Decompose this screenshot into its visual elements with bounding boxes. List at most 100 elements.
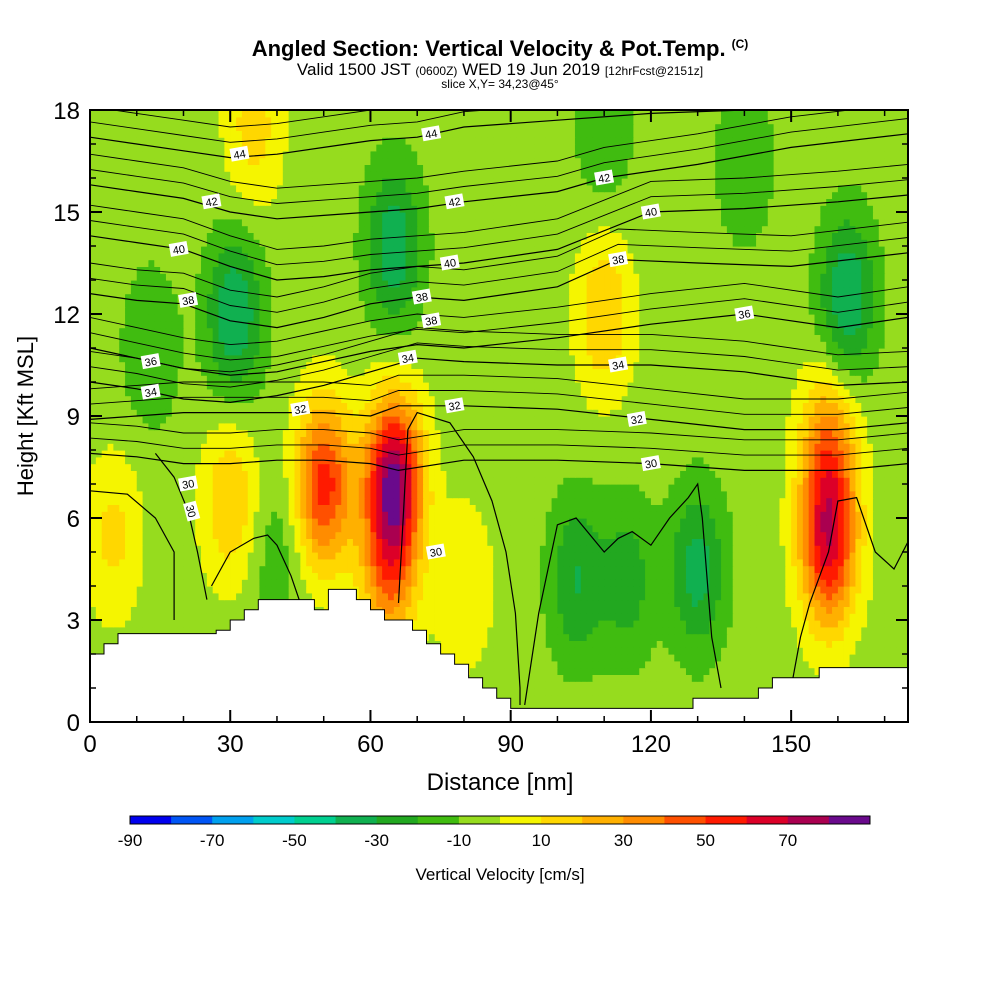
velocity-cell [615, 674, 623, 682]
velocity-cell [481, 504, 488, 512]
velocity-cell [218, 552, 225, 560]
velocity-cell [744, 640, 751, 648]
velocity-cell [393, 538, 401, 546]
velocity-cell [411, 565, 418, 573]
velocity-cell [148, 484, 155, 492]
velocity-cell [230, 565, 237, 573]
velocity-cell [201, 592, 208, 601]
velocity-cell [206, 626, 214, 635]
velocity-cell [218, 579, 225, 587]
velocity-cell [195, 572, 202, 580]
velocity-cell [779, 572, 786, 580]
velocity-cell [668, 599, 675, 607]
velocity-cell [896, 538, 903, 546]
velocity-cell [569, 674, 576, 682]
velocity-cell [358, 490, 366, 499]
velocity-cell [703, 606, 710, 614]
velocity-cell [639, 633, 646, 641]
velocity-cell [329, 477, 336, 485]
velocity-cell [125, 552, 132, 560]
velocity-cell [405, 552, 412, 560]
velocity-cell [434, 524, 442, 533]
velocity-cell [125, 484, 132, 492]
velocity-cell [201, 579, 208, 587]
velocity-cell [458, 626, 465, 635]
velocity-cell [592, 477, 599, 485]
velocity-cell [796, 490, 804, 499]
velocity-cell [136, 613, 144, 621]
velocity-cell [855, 586, 862, 594]
velocity-cell [574, 660, 582, 669]
velocity-cell [411, 538, 418, 546]
velocity-cell [586, 579, 594, 587]
velocity-cell [820, 565, 827, 573]
velocity-cell [773, 545, 781, 553]
velocity-cell [569, 558, 576, 567]
velocity-cell [615, 640, 623, 648]
velocity-cell [306, 565, 313, 573]
velocity-cell [580, 660, 588, 669]
velocity-cell [475, 477, 483, 485]
velocity-cell [761, 620, 769, 628]
velocity-cell [189, 490, 196, 499]
velocity-cell [849, 552, 857, 560]
velocity-cell [796, 497, 804, 505]
velocity-cell [680, 640, 687, 648]
velocity-cell [417, 586, 424, 594]
velocity-cell [130, 552, 138, 560]
velocity-cell [867, 647, 874, 655]
velocity-cell [475, 613, 483, 621]
velocity-cell [463, 538, 471, 546]
velocity-cell [107, 592, 114, 601]
velocity-cell [101, 620, 109, 628]
velocity-cell [101, 633, 109, 641]
velocity-cell [528, 613, 535, 621]
velocity-cell [574, 647, 582, 655]
velocity-cell [598, 633, 605, 641]
velocity-cell [615, 660, 623, 669]
velocity-cell [791, 620, 798, 628]
velocity-cell [469, 592, 477, 601]
velocity-cell [580, 613, 588, 621]
velocity-cell [376, 524, 383, 533]
velocity-cell [650, 565, 658, 573]
velocity-cell [224, 490, 231, 499]
velocity-cell [849, 572, 857, 580]
velocity-cell [814, 640, 821, 648]
velocity-cell [598, 586, 605, 594]
velocity-cell [271, 558, 278, 567]
velocity-cell [481, 484, 488, 492]
velocity-cell [312, 484, 319, 492]
velocity-cell [843, 626, 851, 635]
velocity-cell [90, 538, 97, 546]
velocity-cell [282, 545, 290, 553]
velocity-cell [563, 592, 570, 601]
velocity-cell [399, 565, 407, 573]
velocity-cell [802, 620, 810, 628]
velocity-cell [680, 633, 687, 641]
velocity-cell [668, 586, 675, 594]
velocity-cell [756, 660, 763, 669]
velocity-cell [855, 647, 862, 655]
velocity-cell [300, 497, 307, 505]
velocity-cell [878, 558, 886, 567]
velocity-cell [878, 511, 886, 519]
velocity-cell [738, 538, 745, 546]
velocity-cell [107, 586, 114, 594]
velocity-cell [832, 626, 839, 635]
velocity-cell [148, 545, 155, 553]
velocity-cell [428, 524, 436, 533]
velocity-cell [534, 633, 541, 641]
velocity-cell [726, 633, 734, 641]
velocity-cell [534, 497, 541, 505]
velocity-cell [767, 640, 775, 648]
velocity-cell [247, 490, 255, 499]
velocity-cell [458, 592, 465, 601]
velocity-cell [528, 504, 535, 512]
velocity-cell [317, 531, 325, 539]
velocity-cell [160, 538, 167, 546]
velocity-cell [726, 620, 734, 628]
velocity-cell [674, 586, 681, 594]
velocity-cell [341, 511, 348, 519]
velocity-cell [463, 640, 471, 648]
